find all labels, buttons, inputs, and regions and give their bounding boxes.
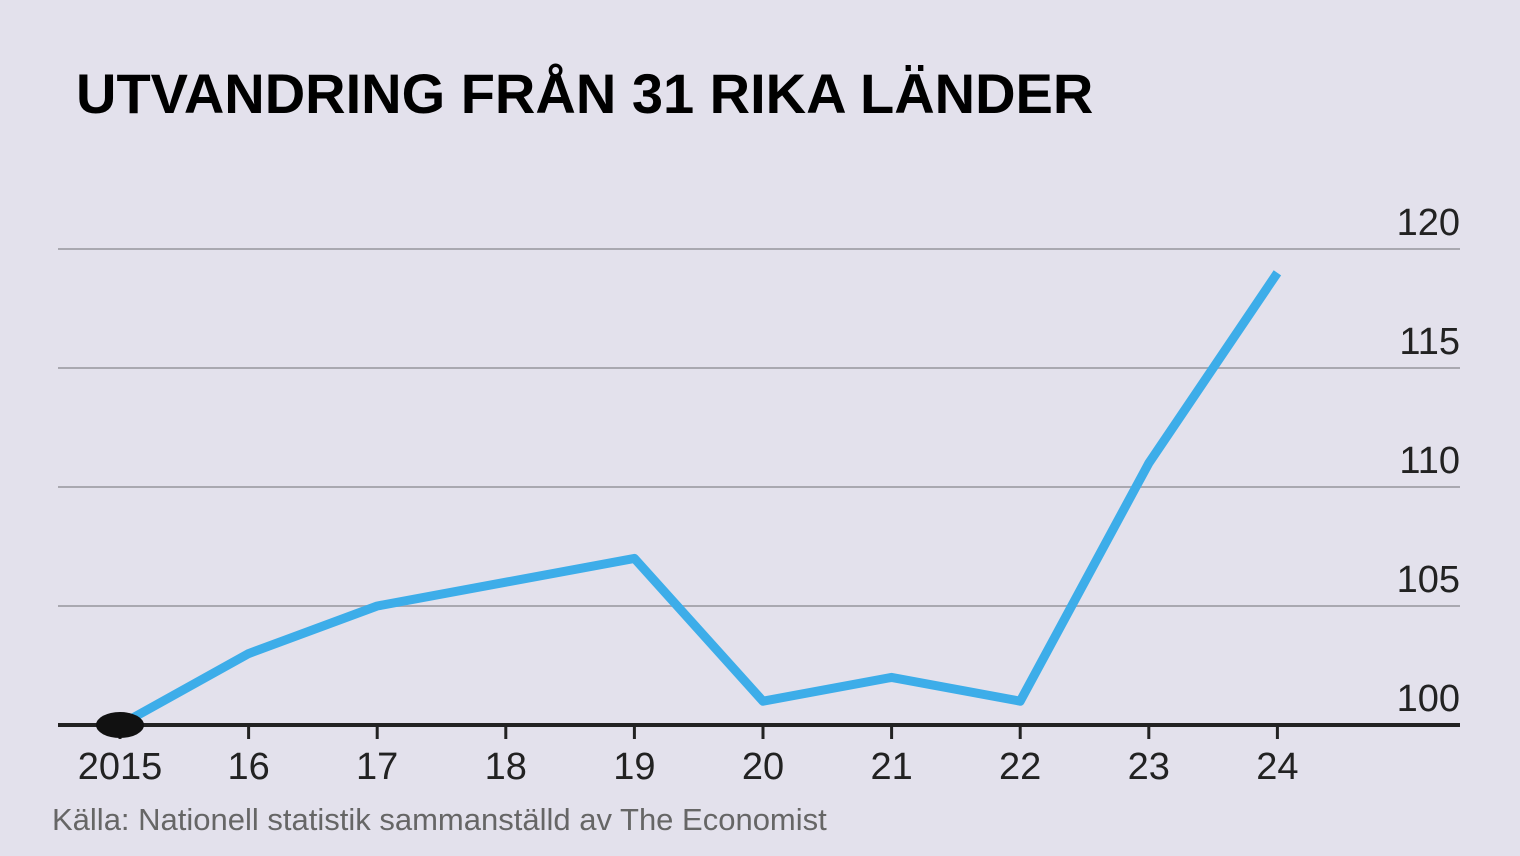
data-line — [117, 270, 1282, 729]
x-tick-label: 23 — [1128, 746, 1170, 788]
x-tick-label: 17 — [356, 746, 398, 788]
start-marker — [96, 712, 144, 738]
chart-title: UTVANDRING FRÅN 31 RIKA LÄNDER — [76, 62, 1093, 125]
x-tick-label: 21 — [870, 746, 912, 788]
y-tick-label: 120 — [1397, 202, 1460, 244]
y-tick-label: 110 — [1399, 440, 1460, 482]
x-tick-label: 24 — [1256, 746, 1298, 788]
x-tick-label: 18 — [485, 746, 527, 788]
x-tick-label: 16 — [227, 746, 269, 788]
x-tick-label: 20 — [742, 746, 784, 788]
x-tick-label: 22 — [999, 746, 1041, 788]
y-tick-label: 105 — [1397, 559, 1460, 601]
source-note: Källa: Nationell statistik sammanställd … — [52, 802, 827, 837]
x-tick-label: 2015 — [78, 746, 163, 788]
y-tick-label: 115 — [1399, 321, 1460, 363]
y-tick-label: 100 — [1397, 678, 1460, 720]
x-tick-label: 19 — [613, 746, 655, 788]
